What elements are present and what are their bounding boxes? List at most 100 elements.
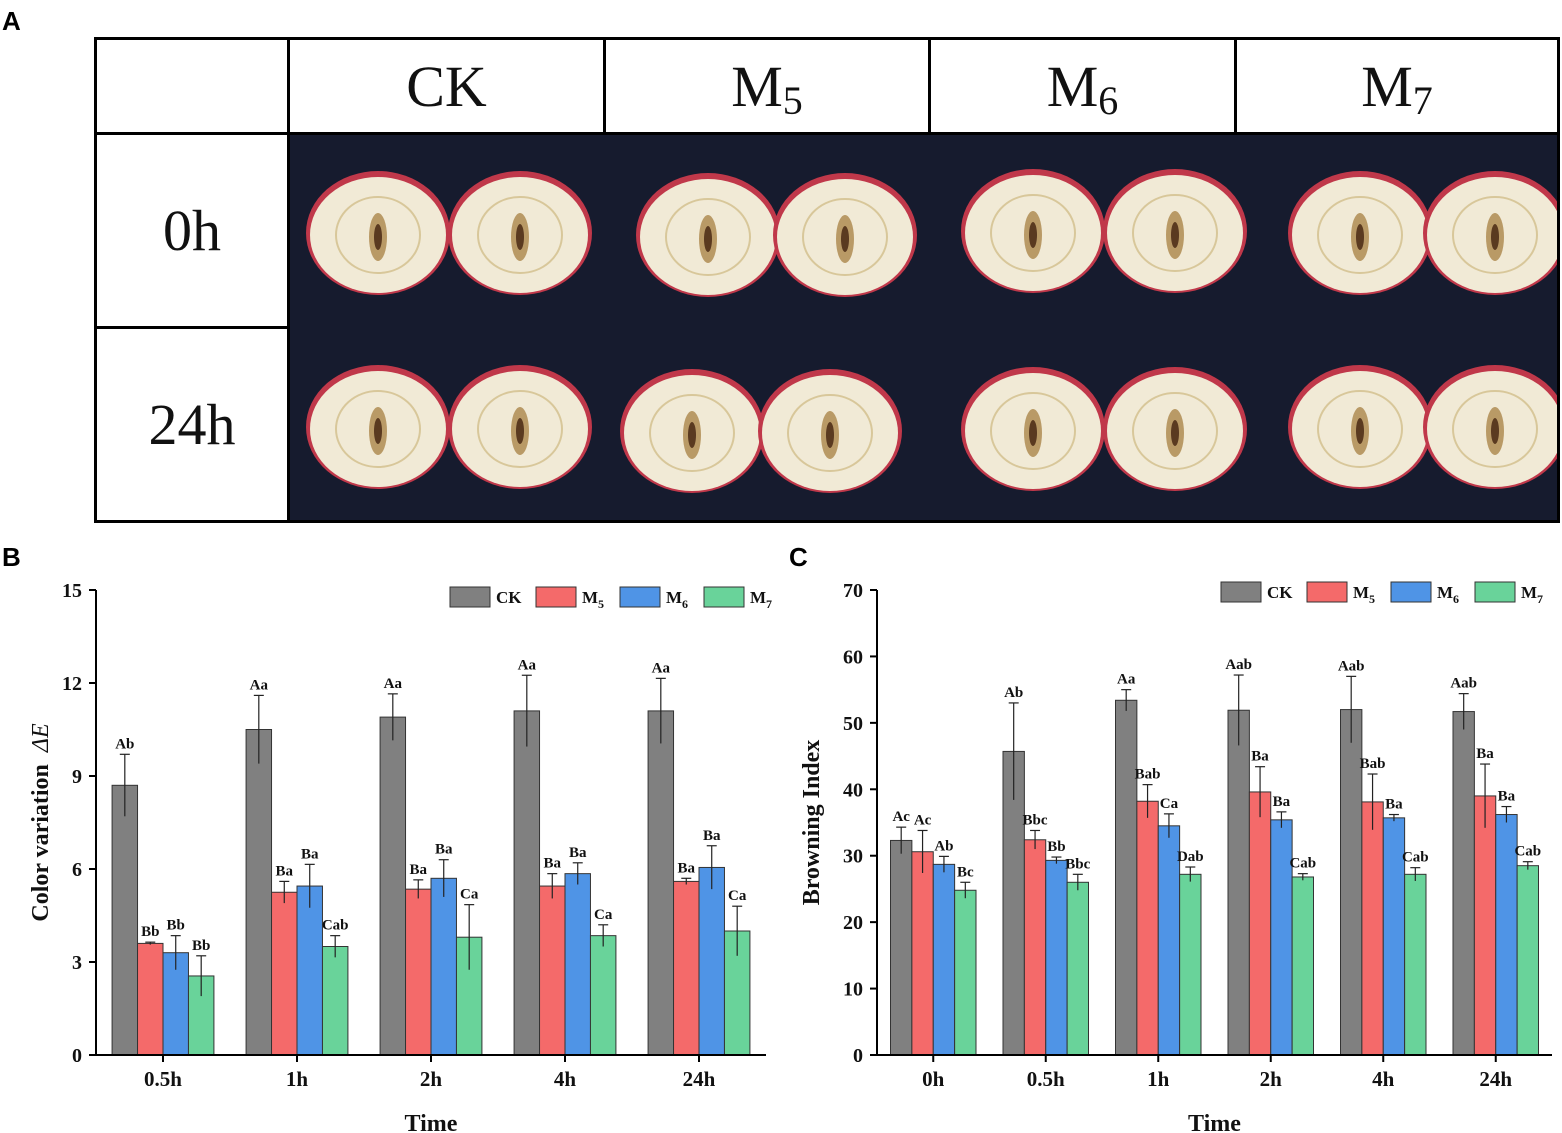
apple-photos xyxy=(290,135,1557,520)
legend-swatch xyxy=(535,586,577,608)
significance-label: Aab xyxy=(1450,676,1477,692)
significance-label: Ab xyxy=(115,736,134,752)
bar-m5-2h xyxy=(1248,791,1272,1056)
legend-label: M7 xyxy=(1521,583,1543,606)
color-variation-chart: Ab Aa Aa Aa Aa Bb Ba Ba Ba Ba Bb Ba Ba Ba Ba Bb Cab Ca Ca C… xyxy=(28,580,772,1133)
y-tick-label: 10 xyxy=(843,979,863,1001)
x-tick-label: 4h xyxy=(554,1067,577,1091)
x-tick-label: 24h xyxy=(1479,1067,1512,1091)
bar-m6-0.5h xyxy=(1045,859,1068,1056)
bar-ck-2h xyxy=(379,716,407,1056)
corner-cell xyxy=(97,40,290,135)
legend-swatch xyxy=(619,586,661,608)
x-tick-label: 2h xyxy=(1260,1067,1283,1091)
significance-label: Ca xyxy=(460,887,479,903)
significance-label: Aa xyxy=(250,677,269,693)
y-tick-label: 3 xyxy=(72,952,82,974)
significance-label: Cab xyxy=(1402,850,1429,866)
legend-label: M5 xyxy=(1353,583,1375,606)
significance-label: Aab xyxy=(1225,657,1252,673)
significance-label: Cab xyxy=(1289,856,1316,872)
bar-m7-2h xyxy=(455,936,483,1056)
significance-label: Ca xyxy=(1160,796,1179,812)
panel-letter-b: B xyxy=(2,542,21,572)
significance-label: Bc xyxy=(957,864,974,880)
bar-m6-2h xyxy=(430,877,457,1056)
bar-ck-0.5h xyxy=(111,784,139,1056)
significance-label: Ab xyxy=(934,838,953,854)
x-axis-title: Time xyxy=(1188,1111,1241,1133)
bar-m7-0.5h xyxy=(1066,881,1089,1056)
significance-label: Ba xyxy=(1385,797,1403,813)
significance-label: Ac xyxy=(892,809,910,825)
bar-m7-4h xyxy=(1404,873,1427,1056)
y-tick-label: 0 xyxy=(853,1045,863,1067)
significance-label: Bb xyxy=(1047,839,1065,855)
bar-ck-24h xyxy=(647,710,675,1056)
y-tick-label: 70 xyxy=(843,580,863,602)
column-header-subscript: 7 xyxy=(1412,77,1433,123)
bar-m5-24h xyxy=(673,880,700,1056)
significance-label: Ac xyxy=(914,812,932,828)
significance-label: Bab xyxy=(1360,756,1386,772)
significance-label: Bb xyxy=(141,924,159,940)
x-tick-label: 2h xyxy=(420,1067,443,1091)
bar-m5-1h xyxy=(1136,800,1159,1056)
significance-label: Ba xyxy=(1476,746,1494,762)
x-tick-label: 1h xyxy=(286,1067,309,1091)
bar-m5-2h xyxy=(405,888,432,1056)
x-tick-label: 1h xyxy=(1147,1067,1170,1091)
y-axis-title: Color variationΔE xyxy=(28,723,54,922)
significance-label: Ba xyxy=(569,845,587,861)
panel-letter-c: C xyxy=(789,542,808,572)
bar-m6-4h xyxy=(564,873,591,1056)
column-header-label: CK xyxy=(406,53,487,119)
bar-m6-1h xyxy=(296,885,323,1056)
bar-m7-4h xyxy=(589,935,617,1056)
x-tick-label: 0.5h xyxy=(1027,1067,1065,1091)
column-header-ck: CK xyxy=(290,40,606,135)
legend-label: M5 xyxy=(582,588,604,611)
bar-ck-1h xyxy=(1115,699,1138,1056)
significance-label: Dab xyxy=(1177,849,1204,865)
legend-label: M7 xyxy=(750,588,772,611)
legend-swatch xyxy=(1390,581,1432,603)
x-tick-label: 24h xyxy=(683,1067,716,1091)
significance-label: Bb xyxy=(192,938,210,954)
significance-label: Ba xyxy=(1251,749,1269,765)
bar-ck-24h xyxy=(1452,711,1475,1056)
significance-label: Ba xyxy=(1498,789,1516,805)
bar-ck-1h xyxy=(245,729,273,1056)
row-header-24h: 24h xyxy=(97,329,290,520)
significance-label: Ba xyxy=(703,828,721,844)
significance-label: Ca xyxy=(728,888,747,904)
bar-m7-1h xyxy=(1179,873,1202,1056)
legend-swatch xyxy=(703,586,745,608)
x-axis-title: Time xyxy=(405,1111,458,1133)
significance-label: Bbc xyxy=(1065,856,1090,872)
legend-swatch xyxy=(1474,581,1516,603)
bar-m7-0h xyxy=(954,889,977,1056)
row-header-label: 24h xyxy=(148,392,236,457)
bar-m7-1h xyxy=(321,946,349,1056)
significance-label: Ba xyxy=(435,842,453,858)
column-header-subscript: 5 xyxy=(782,77,803,123)
bar-m6-0h xyxy=(932,863,956,1056)
significance-label: Ba xyxy=(410,862,428,878)
bar-ck-2h xyxy=(1227,709,1250,1056)
row-header-label: 0h xyxy=(163,198,221,263)
legend-swatch xyxy=(449,586,491,608)
legend-label: CK xyxy=(496,588,522,607)
y-tick-label: 60 xyxy=(843,646,863,668)
bar-m5-0h xyxy=(911,851,934,1056)
legend-swatch xyxy=(1306,581,1348,603)
bar-m5-24h xyxy=(1473,795,1497,1056)
significance-label: Bab xyxy=(1135,767,1161,783)
bar-m7-2h xyxy=(1291,876,1314,1056)
column-header-label: M xyxy=(731,53,783,119)
x-tick-label: 0.5h xyxy=(144,1067,182,1091)
